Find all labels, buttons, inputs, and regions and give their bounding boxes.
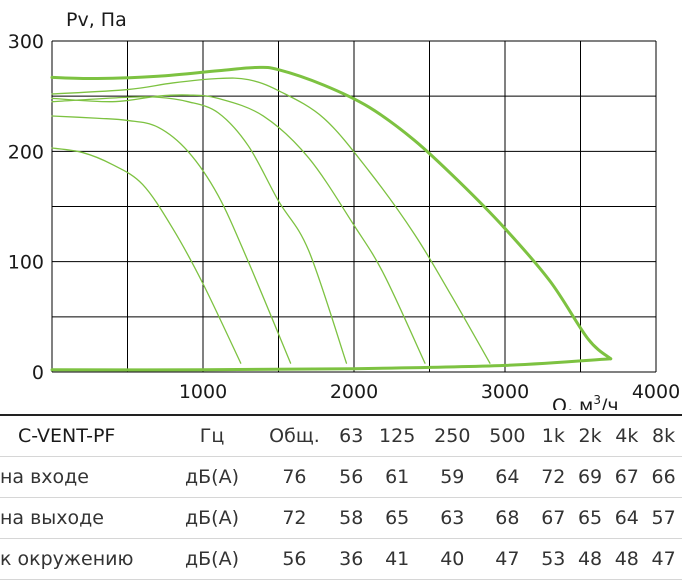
column-header: 125 <box>369 414 425 457</box>
row-label: на выходе <box>0 497 168 539</box>
y-tick-label: 300 <box>8 31 44 53</box>
table-cell: 65 <box>369 497 425 539</box>
table-cell: дБ(A) <box>168 538 256 580</box>
table-header-row: C-VENT-PF Гц Общ. 63 125 250 500 1k 2k 4k 8k <box>0 414 682 457</box>
y-tick-label: 200 <box>8 141 44 163</box>
x-tick-label: 3000 <box>481 381 529 403</box>
table-cell: 41 <box>369 538 425 580</box>
table-cell: 56 <box>256 538 333 580</box>
curve-5 <box>51 115 292 364</box>
curve-7 <box>50 357 613 372</box>
table-row: к окружению дБ(A) 56 36 41 40 47 53 48 48 47 <box>0 538 682 580</box>
chart-curves <box>50 65 613 372</box>
table-cell: 67 <box>608 456 646 498</box>
chart-grid <box>51 40 657 373</box>
table-cell: 68 <box>479 497 535 539</box>
y-tick-label: 0 <box>32 362 44 384</box>
y-axis-label: Pv, Па <box>66 9 127 31</box>
curve-3 <box>51 94 426 364</box>
table-cell: 57 <box>645 497 682 539</box>
table-cell: 47 <box>645 538 682 580</box>
table-cell: 72 <box>256 497 333 539</box>
column-header: 63 <box>332 414 370 457</box>
curve-1 <box>50 65 613 361</box>
curve-2 <box>51 77 491 364</box>
table-cell: дБ(A) <box>168 497 256 539</box>
x-tick-label: 1000 <box>179 381 227 403</box>
column-header: 250 <box>424 414 480 457</box>
table-cell: 76 <box>256 456 333 498</box>
table-cell: 72 <box>534 456 572 498</box>
table-row: на выходе дБ(A) 72 58 65 63 68 67 65 64 57 <box>0 497 682 539</box>
table-cell: 53 <box>534 538 572 580</box>
table-cell: 47 <box>479 538 535 580</box>
column-header: 500 <box>479 414 535 457</box>
table-cell: 48 <box>571 538 609 580</box>
model-name: C-VENT-PF <box>0 414 168 457</box>
column-header: Общ. <box>256 414 333 457</box>
performance-chart: 1000 2000 3000 4000 0 100 200 300 Pv, Па Q, м3/… <box>8 9 680 410</box>
x-tick-label: 2000 <box>330 381 378 403</box>
x-tick-label: 4000 <box>632 381 680 403</box>
table-cell: 48 <box>608 538 646 580</box>
table-cell: 65 <box>571 497 609 539</box>
table-cell: дБ(A) <box>168 456 256 498</box>
chart-ticks: 1000 2000 3000 4000 0 100 200 300 <box>8 31 680 403</box>
y-tick-label: 100 <box>8 252 44 274</box>
curve-4 <box>51 96 348 364</box>
table-cell: 66 <box>645 456 682 498</box>
column-header: 2k <box>571 414 609 457</box>
table-cell: 40 <box>424 538 480 580</box>
table-cell: 36 <box>332 538 370 580</box>
table-cell: 64 <box>479 456 535 498</box>
column-header: Гц <box>168 414 256 457</box>
curve-6 <box>51 147 242 364</box>
table-cell: 58 <box>332 497 370 539</box>
table-cell: 64 <box>608 497 646 539</box>
table-cell: 59 <box>424 456 480 498</box>
table-cell: 67 <box>534 497 572 539</box>
x-axis-label: Q, м3/ч <box>552 393 619 410</box>
row-label: к окружению <box>0 538 168 580</box>
table-cell: 63 <box>424 497 480 539</box>
column-header: 1k <box>534 414 572 457</box>
table-cell: 56 <box>332 456 370 498</box>
column-header: 8k <box>645 414 682 457</box>
table-cell: 69 <box>571 456 609 498</box>
column-header: 4k <box>608 414 646 457</box>
row-label: на входе <box>0 456 168 498</box>
table-cell: 61 <box>369 456 425 498</box>
noise-table: C-VENT-PF Гц Общ. 63 125 250 500 1k 2k 4k 8k на вхо… <box>0 414 682 580</box>
table-row: на входе дБ(A) 76 56 61 59 64 72 69 67 66 <box>0 456 682 498</box>
